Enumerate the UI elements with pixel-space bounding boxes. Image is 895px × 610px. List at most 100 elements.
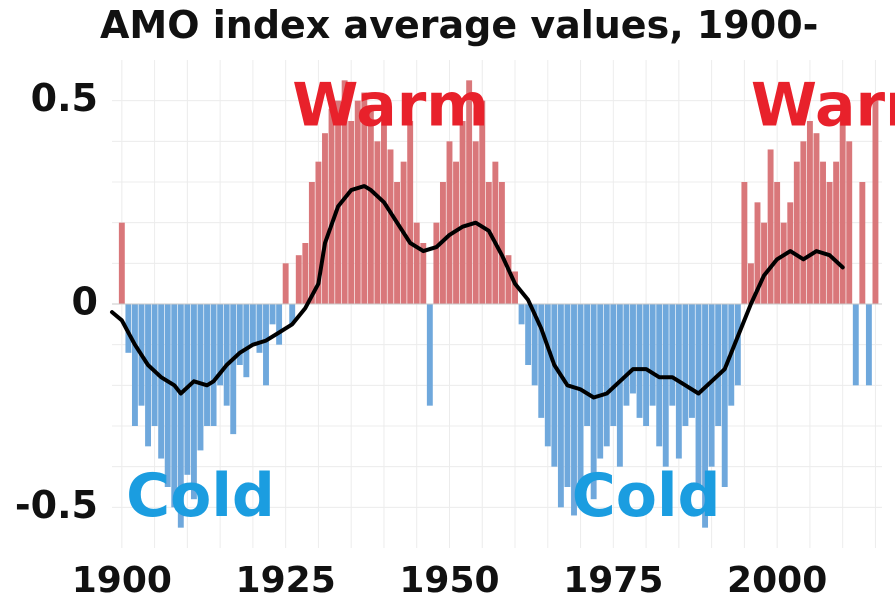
amo-bar — [669, 304, 676, 406]
amo-bar — [747, 263, 754, 304]
amo-bar — [846, 141, 853, 304]
amo-bar — [479, 100, 486, 305]
amo-bar — [741, 182, 748, 304]
amo-bar — [708, 304, 715, 467]
amo-bar — [636, 304, 643, 418]
amo-bar — [793, 161, 800, 304]
amo-bar — [243, 304, 250, 378]
amo-bar — [767, 149, 774, 304]
y-tick-label: 0 — [72, 280, 98, 324]
amo-bar — [734, 304, 741, 386]
amo-bar — [662, 304, 669, 467]
amo-bar — [715, 304, 722, 426]
amo-bar — [190, 304, 197, 500]
amo-bar — [531, 304, 538, 386]
annotation-label: Cold — [126, 461, 275, 531]
amo-bar — [557, 304, 564, 508]
amo-bar — [322, 133, 328, 304]
amo-bar — [590, 304, 597, 500]
amo-bar — [151, 304, 158, 426]
amo-bar — [164, 304, 171, 487]
amo-bar — [564, 304, 571, 487]
amo-bar — [118, 222, 125, 304]
amo-bar — [269, 304, 276, 325]
amo-bars — [118, 80, 879, 528]
amo-bar — [813, 133, 820, 304]
amo-bar — [492, 161, 499, 304]
amo-bar — [505, 255, 512, 304]
amo-bar — [820, 161, 826, 304]
amo-bar — [721, 304, 728, 487]
amo-bar — [230, 304, 237, 435]
amo-bar — [544, 304, 551, 447]
amo-bar — [348, 121, 355, 304]
amo-bar — [197, 304, 204, 451]
amo-bar — [426, 304, 433, 406]
amo-bar — [256, 304, 263, 353]
x-axis-ticks: 1900 1925 1950 1975 2000 — [72, 560, 828, 601]
amo-bar — [865, 304, 872, 386]
amo-bar — [584, 304, 591, 426]
amo-bar — [551, 304, 558, 467]
amo-bar — [538, 304, 545, 418]
amo-bar — [512, 271, 518, 304]
amo-bar — [643, 304, 650, 426]
amo-bar — [289, 304, 296, 325]
amo-bar — [774, 182, 781, 304]
amo-bar — [335, 100, 342, 305]
amo-bar — [872, 100, 879, 305]
annotation-label: Warm — [292, 70, 489, 140]
y-tick-label: -0.5 — [15, 483, 98, 527]
amo-bar — [466, 80, 473, 304]
annotations: Warm Warm Cold Cold — [126, 70, 895, 530]
amo-bar — [498, 182, 505, 304]
chart-title: AMO index average values, 1900- — [100, 3, 818, 47]
amo-bar — [302, 243, 309, 304]
annotation-label: Warm — [751, 70, 895, 140]
amo-bar — [695, 304, 702, 487]
amo-bar — [630, 304, 636, 394]
amo-bar — [341, 80, 348, 304]
x-tick-label: 1925 — [236, 560, 336, 601]
amo-bar — [616, 304, 623, 467]
amo-bar — [446, 141, 453, 304]
amo-bar — [571, 304, 577, 516]
amo-bar — [780, 222, 787, 304]
amo-bar — [315, 161, 322, 304]
amo-bar — [800, 141, 807, 304]
y-axis-ticks: 0.5 0 -0.5 — [15, 76, 98, 527]
amo-bar — [249, 304, 256, 345]
amo-bar — [177, 304, 184, 528]
amo-bar — [610, 304, 617, 426]
amo-bar — [433, 222, 440, 304]
amo-bar — [295, 255, 302, 304]
amo-bar — [525, 304, 532, 365]
amo-bar — [276, 304, 283, 345]
amo-bar — [682, 304, 689, 426]
amo-bar — [308, 182, 315, 304]
amo-bar — [603, 304, 610, 447]
amo-bar — [852, 304, 859, 386]
amo-bar — [217, 304, 224, 386]
amo-bar — [833, 161, 840, 304]
amo-bar — [374, 141, 381, 304]
amo-bar — [702, 304, 709, 528]
amo-bar — [236, 304, 243, 365]
amo-bar — [171, 304, 178, 508]
amo-bar — [367, 108, 374, 304]
amo-bar — [485, 182, 492, 304]
amo-bar — [623, 304, 630, 406]
smoothed-average-line — [110, 184, 845, 400]
x-tick-label: 1950 — [399, 560, 499, 601]
x-tick-label: 2000 — [727, 560, 827, 601]
amo-bar — [204, 304, 210, 426]
amo-bar — [158, 304, 165, 459]
amo-bar — [577, 304, 584, 487]
amo-bar — [806, 121, 813, 304]
amo-bar — [597, 304, 604, 459]
amo-bar — [407, 121, 414, 304]
amo-bar — [131, 304, 138, 426]
x-tick-label: 1975 — [563, 560, 663, 601]
